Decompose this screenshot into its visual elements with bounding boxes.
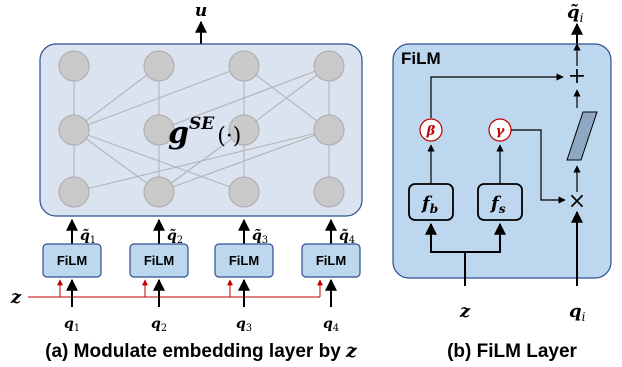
- film-box-4-label: FiLM: [316, 253, 346, 268]
- film-input-1: q1: [64, 316, 80, 334]
- add-operator: +: [568, 64, 586, 89]
- film-box-1: [42, 243, 102, 278]
- caption-b: (b) FiLM Layer: [447, 341, 577, 362]
- film-q-label: qi: [569, 301, 586, 324]
- output-u-label: u: [195, 1, 207, 21]
- film-box-3-label: FiLM: [229, 253, 259, 268]
- film-box-2: [129, 243, 189, 278]
- network-nodes: [58, 50, 345, 208]
- node: [313, 114, 345, 146]
- node: [313, 50, 345, 82]
- z-branch-arrows: [57, 279, 323, 297]
- film-block-4: q̃4 FiLM q4: [301, 218, 361, 334]
- right-diagram: q̃i FiLM + β γ × fb fs z: [392, 2, 612, 362]
- embedding-network-panel: [39, 43, 363, 217]
- node: [143, 50, 175, 82]
- film-box-1-label: FiLM: [57, 253, 87, 268]
- film-output-2: q̃2: [167, 227, 183, 246]
- node: [58, 114, 90, 146]
- film-box-2-label: FiLM: [144, 253, 174, 268]
- gamma-to-multiply-path: [511, 129, 566, 204]
- caption-a: (a) Modulate embedding layer by z: [45, 340, 358, 362]
- film-output-3: q̃3: [252, 227, 268, 246]
- film-output-label: q̃i: [567, 2, 584, 25]
- film-block-1: q̃1 FiLM q1: [42, 218, 102, 334]
- film-input-2: q2: [151, 316, 167, 334]
- network-function-label: gSE (·): [168, 114, 241, 151]
- gamma-label: γ: [496, 124, 506, 139]
- film-box-3: [214, 243, 274, 278]
- node: [58, 176, 90, 208]
- z-branch-fb: [425, 222, 465, 253]
- node: [143, 176, 175, 208]
- film-block-2: q̃2 FiLM q2: [129, 218, 189, 334]
- film-block-3: q̃3 FiLM q3: [214, 218, 274, 334]
- node: [228, 50, 260, 82]
- beta-node: [419, 118, 443, 142]
- linear-transform-block: [566, 111, 598, 161]
- node: [313, 176, 345, 208]
- beta-to-add-path: [430, 73, 564, 118]
- film-input-3: q3: [236, 316, 252, 334]
- node: [228, 176, 260, 208]
- left-diagram: u: [10, 1, 363, 362]
- film-z-label: z: [459, 301, 471, 322]
- node: [143, 114, 175, 146]
- node: [228, 114, 260, 146]
- multiply-operator: ×: [568, 189, 586, 214]
- z-branch-fs: [465, 222, 506, 253]
- beta-label: β: [426, 124, 436, 139]
- film-input-4: q4: [323, 316, 339, 334]
- film-output-4: q̃4: [339, 227, 355, 246]
- z-input-label: z: [10, 287, 22, 308]
- film-box-4: [301, 243, 361, 278]
- node: [58, 50, 90, 82]
- film-panel-title: FiLM: [401, 49, 441, 68]
- film-output-1: q̃1: [80, 227, 96, 246]
